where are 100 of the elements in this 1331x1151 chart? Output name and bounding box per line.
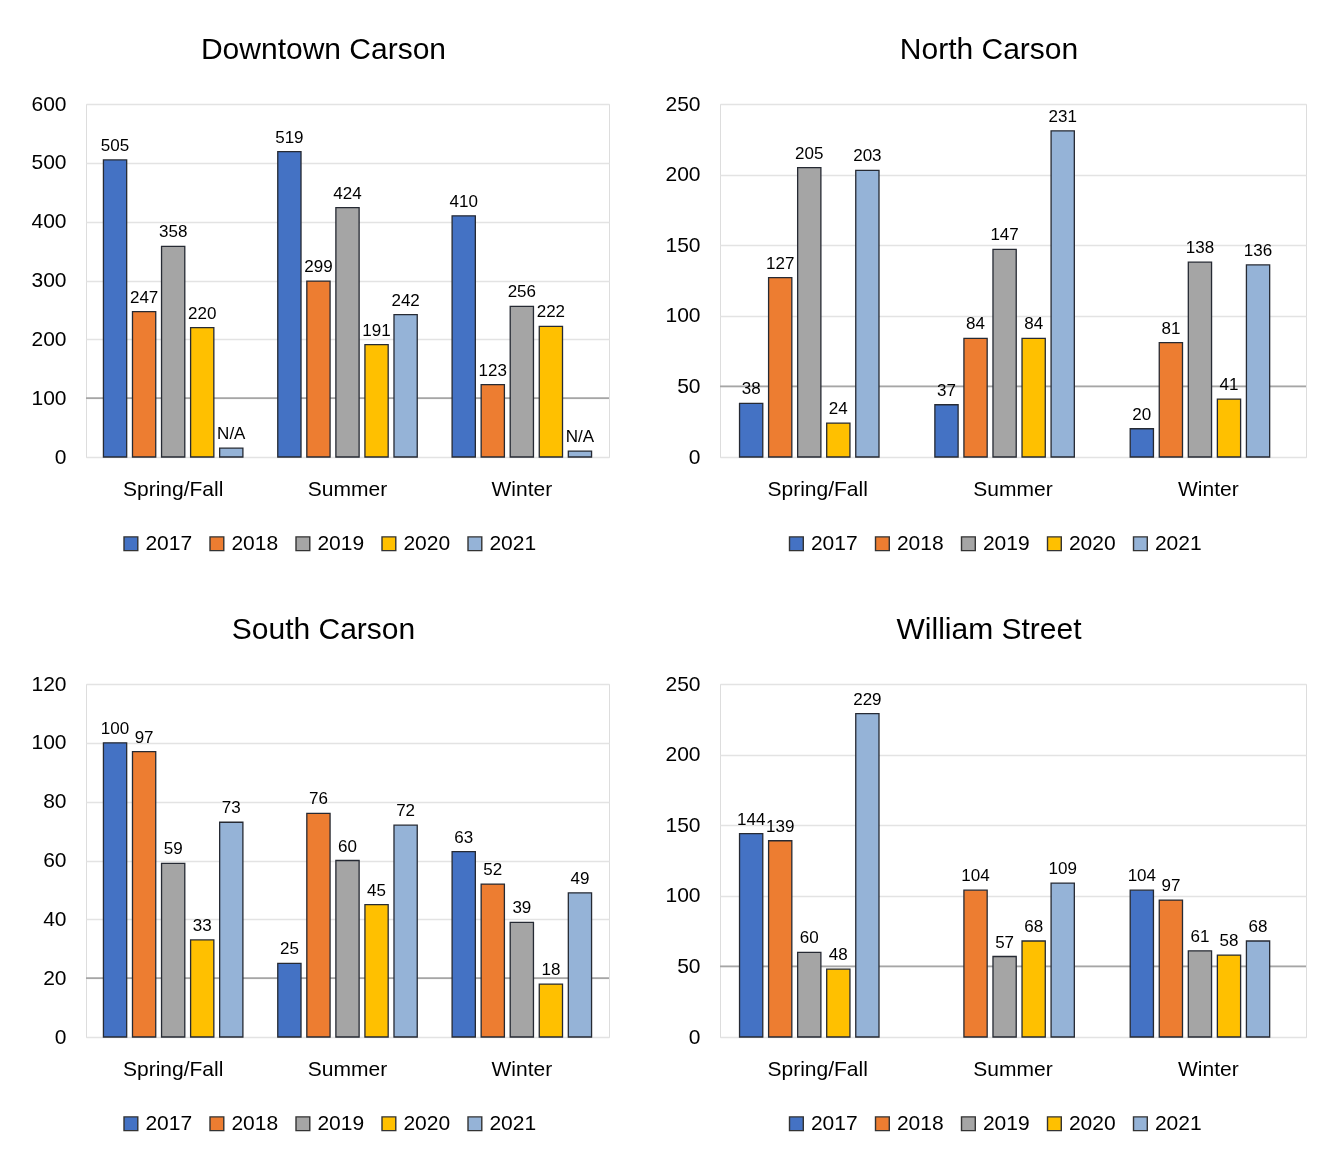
bar	[1129, 428, 1155, 458]
data-label: 256	[507, 282, 537, 302]
legend-label: 2018	[231, 1110, 279, 1134]
x-tick-label: Winter	[491, 1056, 553, 1080]
bar	[219, 447, 244, 458]
bar	[963, 889, 988, 1038]
data-label: 242	[391, 290, 420, 310]
bar	[1216, 398, 1242, 458]
data-label: 57	[995, 932, 1015, 952]
y-tick-label: 100	[665, 303, 701, 327]
data-label: 61	[1190, 926, 1210, 946]
chart-title: North Carson	[899, 32, 1079, 65]
bar	[826, 422, 851, 458]
bar	[277, 151, 302, 458]
data-label: 73	[221, 798, 241, 818]
y-tick-label: 50	[677, 373, 701, 397]
data-label: 104	[961, 866, 990, 886]
bar	[855, 713, 880, 1038]
y-tick-label: 100	[31, 730, 67, 754]
data-label: 505	[100, 135, 130, 155]
data-label: 45	[367, 880, 387, 900]
legend-label: 2017	[810, 1110, 858, 1134]
data-label: 58	[1219, 931, 1239, 951]
legend-label: 2021	[1154, 530, 1202, 554]
bar	[393, 313, 418, 458]
legend-label: 2017	[145, 1110, 193, 1134]
bar	[1245, 940, 1271, 1038]
bar	[538, 983, 564, 1038]
data-label: 18	[541, 960, 561, 980]
bar	[1129, 889, 1155, 1038]
bar	[451, 851, 476, 1038]
y-tick-label: 40	[43, 906, 67, 930]
y-tick-label: 600	[31, 91, 67, 115]
legend-label: 2018	[231, 530, 279, 554]
data-label: 123	[478, 360, 507, 380]
legend-label: 2020	[1068, 530, 1116, 554]
y-tick-label: 500	[31, 150, 67, 174]
legend-label: 2019	[317, 530, 365, 554]
bar	[1245, 264, 1271, 458]
bar	[538, 325, 564, 458]
data-label: 100	[100, 718, 130, 738]
data-label: 104	[1127, 866, 1157, 886]
bar	[1021, 337, 1046, 458]
data-label: 20	[1132, 404, 1152, 424]
bar	[767, 277, 793, 458]
bar	[738, 833, 764, 1038]
data-label: 24	[828, 399, 848, 419]
bar	[767, 840, 793, 1038]
bar	[364, 343, 389, 458]
data-label: 38	[741, 379, 761, 399]
bar	[451, 215, 476, 458]
bar	[219, 821, 244, 1038]
data-label: 84	[1024, 314, 1044, 334]
x-tick-label: Winter	[1177, 1056, 1239, 1080]
bar	[826, 968, 851, 1038]
data-label: 519	[275, 127, 304, 147]
y-tick-label: 150	[665, 812, 701, 836]
legend-label: 2018	[896, 530, 944, 554]
data-label: 72	[396, 801, 416, 821]
data-label: 203	[853, 146, 882, 166]
legend-label: 2018	[896, 1110, 944, 1134]
x-tick-label: Summer	[973, 1056, 1053, 1080]
x-tick-label: Winter	[491, 476, 553, 500]
y-tick-label: 0	[688, 1024, 701, 1048]
bar	[934, 404, 959, 458]
bar	[189, 939, 215, 1038]
y-tick-label: 250	[665, 671, 701, 695]
bar	[1050, 882, 1075, 1038]
data-label: 52	[483, 860, 503, 880]
legend-label: 2017	[810, 530, 858, 554]
x-tick-label: Summer	[307, 476, 388, 500]
bar	[855, 169, 880, 458]
bar	[963, 337, 988, 458]
data-label: 48	[828, 945, 848, 965]
data-label: 63	[454, 827, 474, 847]
data-label: 222	[536, 302, 566, 322]
data-label: 229	[853, 689, 882, 709]
data-label: 205	[795, 143, 824, 163]
legend-label: 2020	[403, 1110, 451, 1134]
data-label: 147	[990, 225, 1019, 245]
legend-label: 2020	[403, 530, 451, 554]
x-tick-label: Spring/Fall	[122, 1056, 224, 1080]
data-label: 49	[570, 868, 590, 888]
y-tick-label: 200	[665, 742, 701, 766]
y-tick-label: 0	[54, 1024, 67, 1048]
data-label: 127	[766, 253, 795, 273]
x-tick-label: Spring/Fall	[767, 1056, 868, 1080]
bar	[102, 159, 128, 458]
x-tick-label: Spring/Fall	[122, 476, 224, 500]
chart-title: William Street	[896, 612, 1083, 645]
legend-label: 2020	[1068, 1110, 1116, 1134]
bar	[277, 962, 302, 1038]
bar	[1050, 130, 1075, 458]
data-label: 60	[799, 928, 819, 948]
bar	[131, 311, 157, 458]
y-tick-label: 150	[665, 232, 701, 256]
data-label: 84	[966, 314, 986, 334]
y-tick-label: 250	[665, 91, 701, 115]
data-label: 97	[1161, 876, 1181, 896]
bar	[189, 326, 215, 458]
